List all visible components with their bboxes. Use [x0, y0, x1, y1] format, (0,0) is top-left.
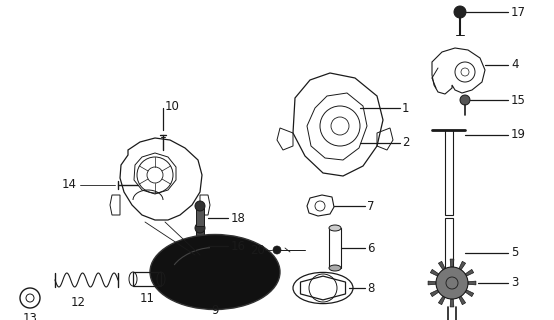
Bar: [445, 218, 453, 288]
Circle shape: [454, 6, 466, 18]
Text: 15: 15: [511, 93, 526, 107]
Text: 10: 10: [165, 100, 180, 113]
Bar: [133, 272, 161, 286]
Text: 4: 4: [511, 59, 519, 71]
Text: 12: 12: [70, 296, 85, 309]
Bar: [329, 228, 341, 268]
Circle shape: [195, 201, 205, 211]
Polygon shape: [438, 296, 445, 305]
Text: 13: 13: [23, 312, 38, 320]
Text: 6: 6: [367, 242, 375, 254]
Polygon shape: [430, 290, 439, 297]
Text: 7: 7: [367, 199, 375, 212]
Text: 19: 19: [511, 129, 526, 141]
Polygon shape: [428, 281, 436, 285]
Circle shape: [436, 267, 468, 299]
Polygon shape: [450, 259, 454, 267]
Text: 5: 5: [511, 246, 519, 260]
Polygon shape: [465, 269, 474, 276]
Text: 3: 3: [511, 276, 519, 290]
Bar: [196, 230, 204, 250]
Text: 1: 1: [402, 101, 409, 115]
Polygon shape: [465, 290, 474, 297]
Text: 20: 20: [250, 244, 265, 257]
Text: 17: 17: [511, 5, 526, 19]
Bar: [445, 130, 453, 215]
Ellipse shape: [150, 235, 280, 309]
Text: 9: 9: [211, 304, 219, 317]
Polygon shape: [450, 299, 454, 307]
Text: 8: 8: [367, 282, 375, 294]
Ellipse shape: [329, 225, 341, 231]
Polygon shape: [468, 281, 476, 285]
Polygon shape: [438, 261, 445, 270]
Bar: [196, 208, 204, 226]
Ellipse shape: [329, 265, 341, 271]
Circle shape: [273, 246, 281, 254]
Text: 11: 11: [140, 292, 155, 305]
Text: 2: 2: [402, 137, 409, 149]
Circle shape: [460, 95, 470, 105]
Circle shape: [195, 223, 205, 233]
Text: 16: 16: [231, 239, 246, 252]
Text: 14: 14: [62, 179, 77, 191]
Text: 18: 18: [231, 212, 246, 225]
Polygon shape: [459, 261, 465, 270]
Polygon shape: [459, 296, 465, 305]
Polygon shape: [430, 269, 439, 276]
